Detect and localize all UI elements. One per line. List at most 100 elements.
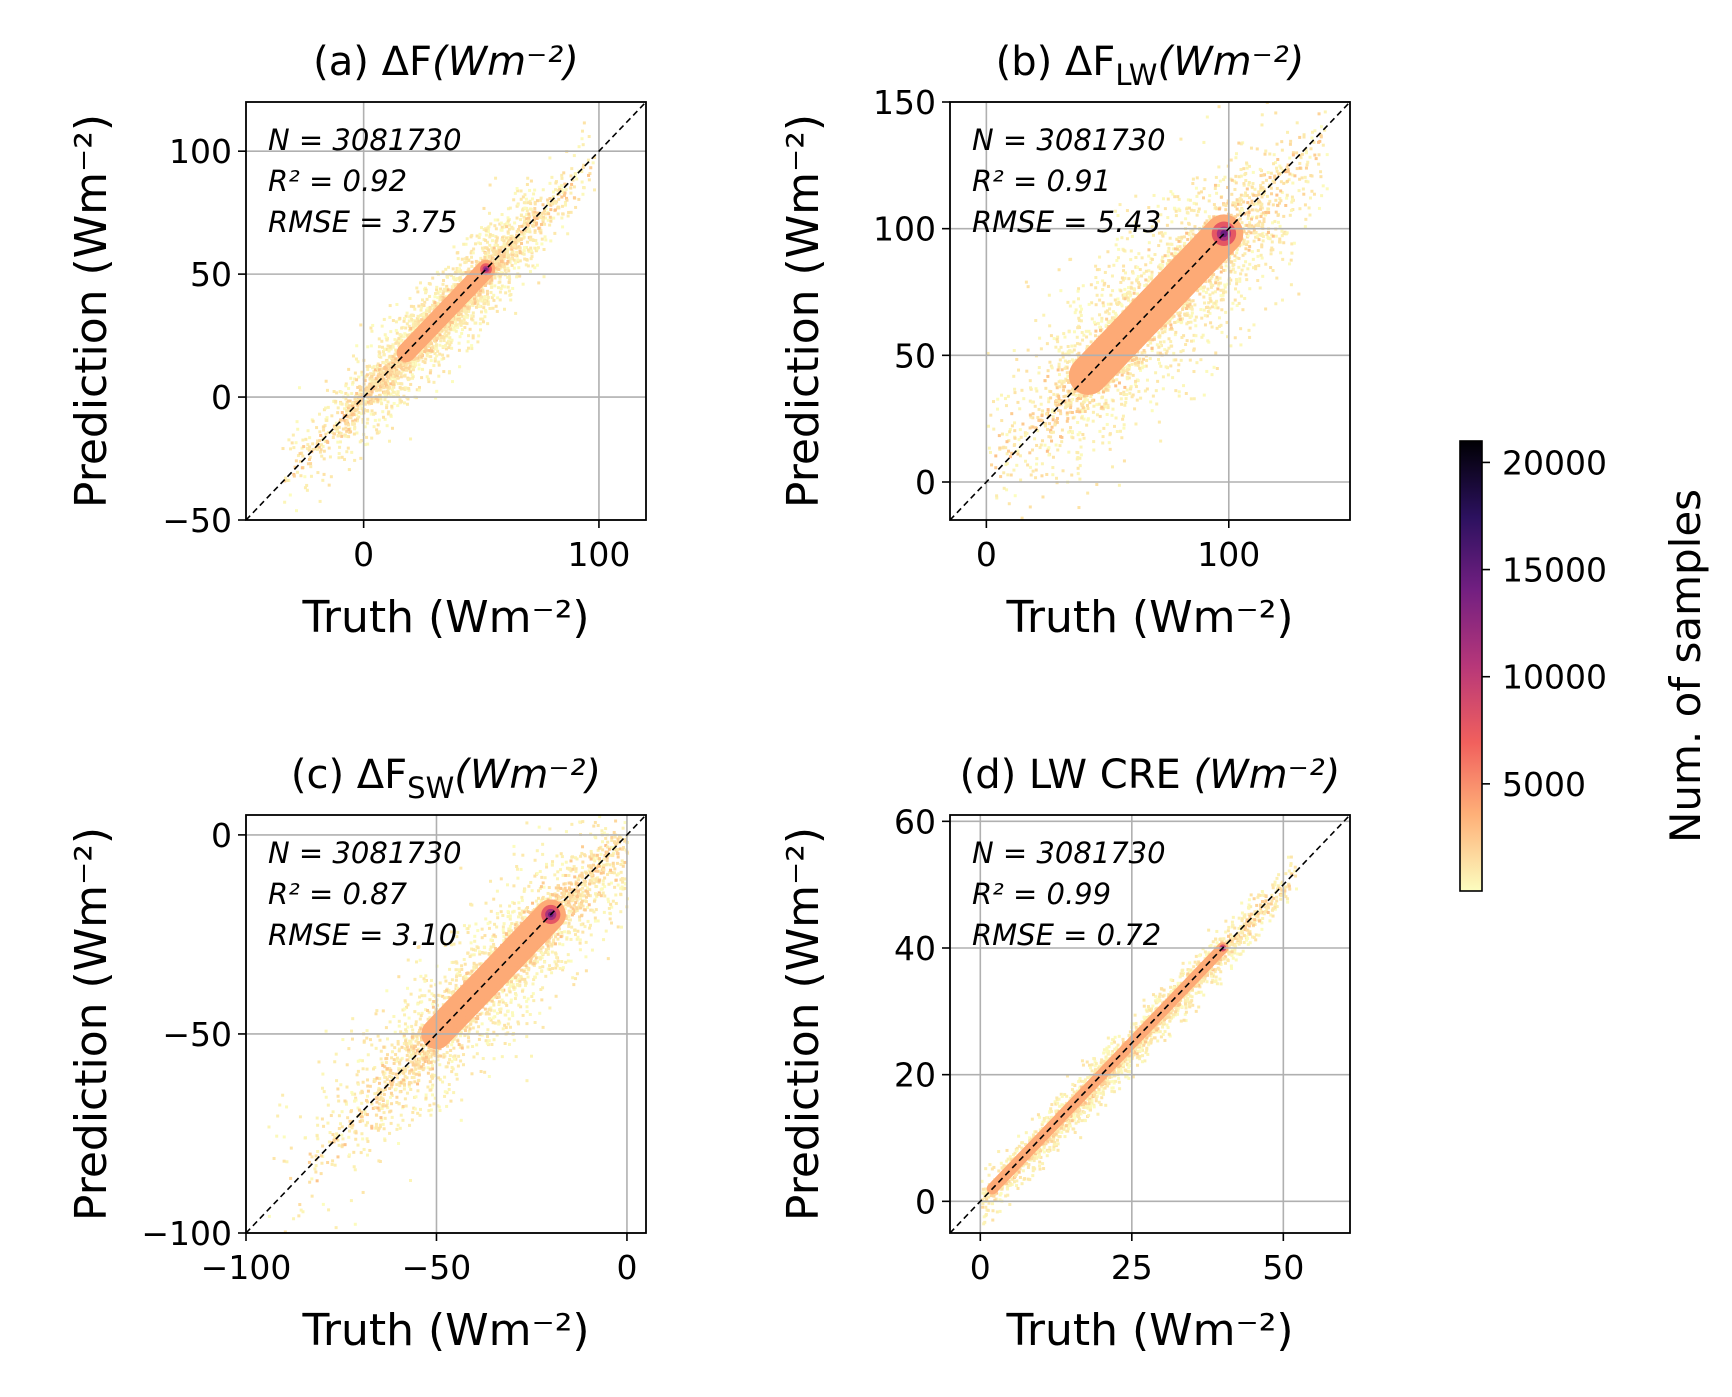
density-cell [1217, 165, 1221, 169]
density-cell [1138, 282, 1142, 286]
density-cell [369, 375, 373, 379]
density-cell [366, 367, 370, 371]
density-cell [533, 210, 537, 214]
density-cell [454, 329, 458, 333]
density-cell [421, 349, 425, 353]
density-cell [1095, 403, 1099, 407]
density-cell [432, 339, 436, 343]
density-cell [511, 227, 515, 231]
density-cell [324, 406, 328, 410]
density-cell [1066, 345, 1070, 349]
density-cell [455, 277, 459, 281]
density-cell [390, 388, 394, 392]
density-cell [322, 408, 326, 412]
density-cell [1210, 275, 1214, 279]
density-cell [308, 445, 312, 449]
density-cell [494, 176, 498, 180]
density-cell [1081, 284, 1085, 288]
density-cell [577, 145, 581, 149]
density-cell [525, 246, 529, 250]
density-cell [1125, 375, 1129, 379]
density-cell [495, 267, 499, 271]
density-cell [423, 361, 427, 365]
density-cell [533, 218, 537, 222]
density-cell [450, 288, 454, 292]
density-cell [1290, 242, 1294, 246]
density-cell [1229, 278, 1233, 282]
density-cell [300, 451, 304, 455]
density-cell [326, 405, 330, 409]
density-cell [414, 356, 418, 360]
density-cell [490, 296, 494, 300]
density-cell [1206, 339, 1210, 343]
density-cell [1092, 440, 1096, 444]
density-cell [402, 335, 406, 339]
density-cell [446, 323, 450, 327]
density-cell [394, 357, 398, 361]
density-cell [394, 380, 398, 384]
density-cell [378, 363, 382, 367]
density-cell [544, 216, 548, 220]
density-cell [1113, 209, 1117, 213]
density-cell [1258, 167, 1262, 171]
density-cell [467, 267, 471, 271]
density-cell [1182, 244, 1186, 248]
density-cell [398, 316, 402, 320]
density-cell [399, 372, 403, 376]
density-cell [581, 192, 585, 196]
density-cell [494, 250, 498, 254]
density-cell [402, 394, 406, 398]
density-cell [347, 423, 351, 427]
density-cell [1095, 293, 1099, 297]
density-cell [354, 357, 358, 361]
density-cell [1233, 270, 1237, 274]
density-cell [463, 261, 467, 265]
density-cell [360, 373, 364, 377]
density-cell [327, 446, 331, 450]
density-cell [569, 174, 573, 178]
density-cell [318, 412, 322, 416]
density-cell [429, 369, 433, 373]
density-cell [434, 291, 438, 295]
density-cell [340, 390, 344, 394]
density-cell [522, 229, 526, 233]
density-cell [477, 236, 481, 240]
density-cell [1159, 364, 1163, 368]
density-cell [306, 429, 310, 433]
density-cell [1127, 277, 1131, 281]
density-cell [284, 476, 288, 480]
density-cell [1245, 194, 1249, 198]
density-cell [419, 313, 423, 317]
density-cell [1234, 156, 1238, 160]
density-cell [484, 229, 488, 233]
density-cell [502, 265, 506, 269]
density-cell [1119, 392, 1123, 396]
density-cell [475, 263, 479, 267]
density-cell [1114, 416, 1118, 420]
density-cell [511, 245, 515, 249]
density-cell [1190, 208, 1194, 212]
density-cell [1214, 175, 1218, 179]
density-cell [1221, 298, 1225, 302]
density-cell [325, 416, 329, 420]
density-cell [1147, 254, 1151, 258]
density-cell [1218, 179, 1222, 183]
density-cell [1220, 330, 1224, 334]
density-cell [557, 197, 561, 201]
density-cell [1128, 365, 1132, 369]
density-cell [480, 246, 484, 250]
density-cell [1068, 429, 1072, 433]
density-cell [1152, 336, 1156, 340]
density-cell [543, 212, 547, 216]
density-cell [355, 391, 359, 395]
density-cell [508, 277, 512, 281]
density-cell [467, 259, 471, 263]
density-cell [411, 362, 415, 366]
density-cell [1140, 351, 1144, 355]
density-cell [1224, 310, 1228, 314]
density-cell [1274, 234, 1278, 238]
density-cell [379, 396, 383, 400]
density-cell [451, 380, 455, 384]
density-cell [530, 197, 534, 201]
density-cell [406, 361, 410, 365]
